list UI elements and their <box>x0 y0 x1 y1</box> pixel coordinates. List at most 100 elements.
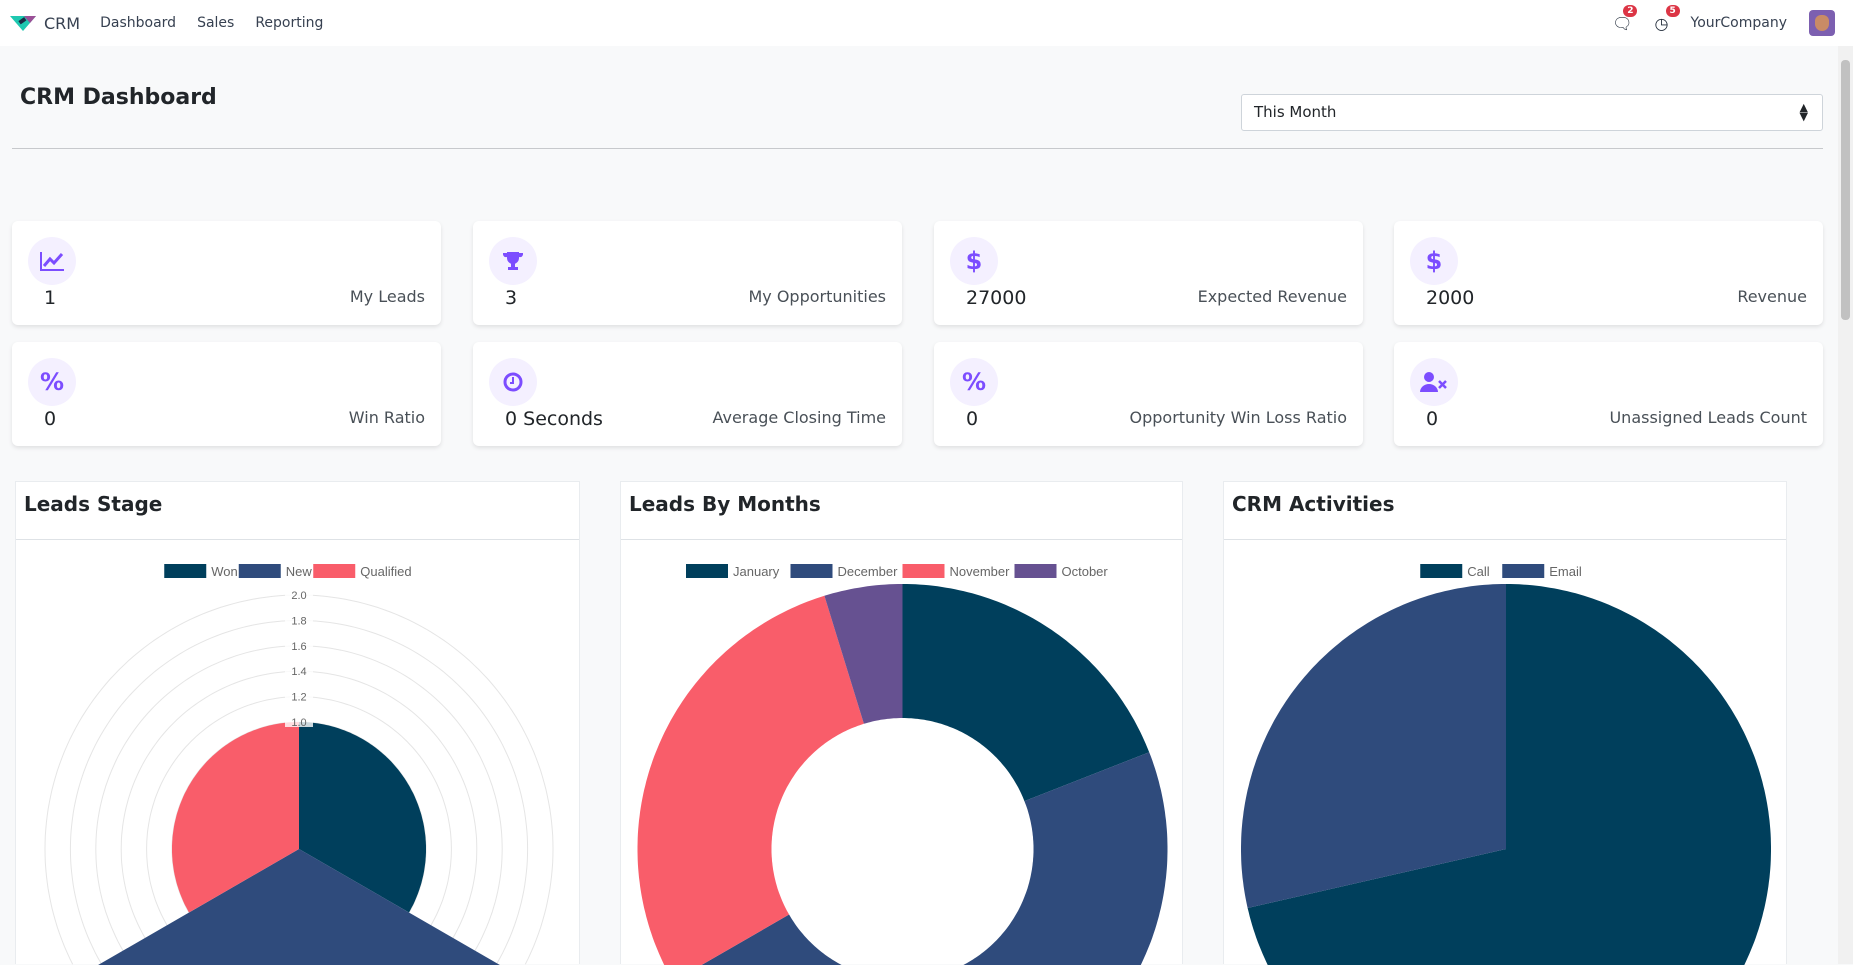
slice-january <box>902 584 1150 802</box>
leads-by-months-title: Leads By Months <box>621 482 1182 540</box>
kpi-card-2[interactable]: $ 27000 Expected Revenue <box>934 221 1363 325</box>
leads-stage-card: Leads Stage Won New Qualified 1.0 1.2 1.4 1.6 1… <box>15 481 581 965</box>
leads-by-months-card: Leads By Months January December November O… <box>620 481 1184 965</box>
legend-swatch <box>1502 564 1545 578</box>
tick-backdrop <box>285 613 313 626</box>
slice-november <box>637 595 864 965</box>
kpi-value: 27000 <box>966 287 1027 309</box>
slice-email <box>1241 584 1506 908</box>
legend-label: January <box>733 564 780 579</box>
tick-backdrop <box>285 715 313 727</box>
legend-label: October <box>1062 564 1109 579</box>
polar-grid-ring <box>69 619 529 964</box>
user-times-icon <box>1410 358 1458 406</box>
percent-icon: % <box>950 358 998 406</box>
radial-tick-label: 1.2 <box>291 692 306 704</box>
kpi-value: 3 <box>505 287 518 309</box>
kpi-value: 0 Seconds <box>505 408 603 430</box>
legend-swatch <box>313 564 356 578</box>
kpi-value: 1 <box>44 287 57 309</box>
polar-segment-qualified <box>172 722 299 913</box>
menu-sales[interactable]: Sales <box>197 15 235 31</box>
radial-tick-label: 1.6 <box>291 641 306 653</box>
dollar-icon: $ <box>1410 237 1458 285</box>
leads-by-months-chart[interactable]: January December November October <box>621 540 1184 965</box>
polar-grid-ring <box>120 670 478 965</box>
chat-icon: 🗨 <box>1612 13 1633 33</box>
sort-arrows-icon: ▲ ▼ <box>1799 101 1808 123</box>
radial-tick-label: 1.4 <box>291 666 306 678</box>
clock-icon: ◷ <box>1654 13 1669 33</box>
top-navbar: CRM Dashboard Sales Reporting 🗨 2 ◷ 5 Your… <box>0 0 1853 46</box>
menu-reporting[interactable]: Reporting <box>255 15 324 31</box>
legend-swatch <box>1014 564 1057 578</box>
kpi-card-1[interactable]: 3 My Opportunities <box>473 221 902 325</box>
tick-backdrop <box>285 638 313 651</box>
leads-stage-title: Leads Stage <box>16 482 579 540</box>
kpi-label: Revenue <box>1737 287 1807 306</box>
kpi-label: Expected Revenue <box>1197 287 1347 306</box>
kpi-label: Opportunity Win Loss Ratio <box>1129 408 1348 427</box>
legend-swatch <box>238 564 281 578</box>
radial-tick-label: 1.8 <box>291 615 306 627</box>
kpi-card-5[interactable]: 0 Seconds Average Closing Time <box>473 342 902 446</box>
polar-segment-won <box>299 722 426 913</box>
scrollbar-thumb[interactable] <box>1841 60 1850 320</box>
leads-stage-chart[interactable]: Won New Qualified 1.0 1.2 1.4 1.6 1.8 2.0 <box>16 540 581 965</box>
dollar-icon: $ <box>950 237 998 285</box>
kpi-value: 2000 <box>1426 287 1475 309</box>
company-switcher[interactable]: YourCompany <box>1690 15 1788 31</box>
kpi-label: Average Closing Time <box>712 408 886 427</box>
kpi-card-4[interactable]: % 0 Win Ratio <box>12 342 441 446</box>
polar-grid-ring <box>44 594 554 965</box>
polar-grid-ring <box>146 696 452 965</box>
legend-label: New <box>286 564 313 579</box>
header-divider <box>12 148 1823 149</box>
trophy-icon <box>489 237 537 285</box>
activities-badge: 5 <box>1665 4 1680 17</box>
legend-swatch <box>790 564 833 578</box>
chart-line-icon <box>28 237 76 285</box>
slice-october <box>824 584 903 724</box>
clock-icon <box>489 358 537 406</box>
tick-backdrop <box>285 588 313 600</box>
messages-badge: 2 <box>1623 4 1638 17</box>
period-select-value: This Month <box>1254 103 1337 121</box>
kpi-card-6[interactable]: % 0 Opportunity Win Loss Ratio <box>934 342 1363 446</box>
slice-december <box>701 752 1168 965</box>
crm-logo-icon[interactable] <box>10 14 36 32</box>
tick-backdrop <box>285 664 313 677</box>
tick-backdrop <box>285 689 313 702</box>
legend-swatch <box>1420 564 1463 578</box>
polar-segment-new <box>98 849 500 965</box>
messages-button[interactable]: 🗨 2 <box>1612 4 1638 33</box>
polar-grid-ring <box>95 645 503 965</box>
percent-icon: % <box>28 358 76 406</box>
radial-tick-label: 2.0 <box>291 590 306 602</box>
slice-call <box>1247 584 1771 965</box>
legend-label: November <box>950 564 1011 579</box>
kpi-card-0[interactable]: 1 My Leads <box>12 221 441 325</box>
menu-dashboard[interactable]: Dashboard <box>100 15 177 31</box>
legend-label: Email <box>1549 564 1582 579</box>
page-scrollbar[interactable] <box>1838 46 1853 964</box>
kpi-value: 0 <box>966 408 979 430</box>
app-name[interactable]: CRM <box>44 13 81 33</box>
legend-label: December <box>838 564 899 579</box>
kpi-label: Win Ratio <box>348 408 425 427</box>
kpi-card-7[interactable]: 0 Unassigned Leads Count <box>1394 342 1823 446</box>
user-avatar[interactable] <box>1809 10 1835 36</box>
activities-button[interactable]: ◷ 5 <box>1654 4 1680 33</box>
legend-label: Call <box>1467 564 1490 579</box>
crm-activities-title: CRM Activities <box>1224 482 1786 540</box>
crm-activities-chart[interactable]: Call Email <box>1224 540 1788 965</box>
kpi-card-3[interactable]: $ 2000 Revenue <box>1394 221 1823 325</box>
radial-tick-label: 1.0 <box>291 717 306 729</box>
legend-label: Qualified <box>360 564 411 579</box>
kpi-value: 0 <box>1426 408 1439 430</box>
kpi-label: My Opportunities <box>748 287 886 306</box>
kpi-label: Unassigned Leads Count <box>1609 408 1807 427</box>
legend-swatch <box>686 564 728 578</box>
period-select[interactable]: This Month ▲ ▼ <box>1241 94 1823 131</box>
legend-swatch <box>902 564 945 578</box>
